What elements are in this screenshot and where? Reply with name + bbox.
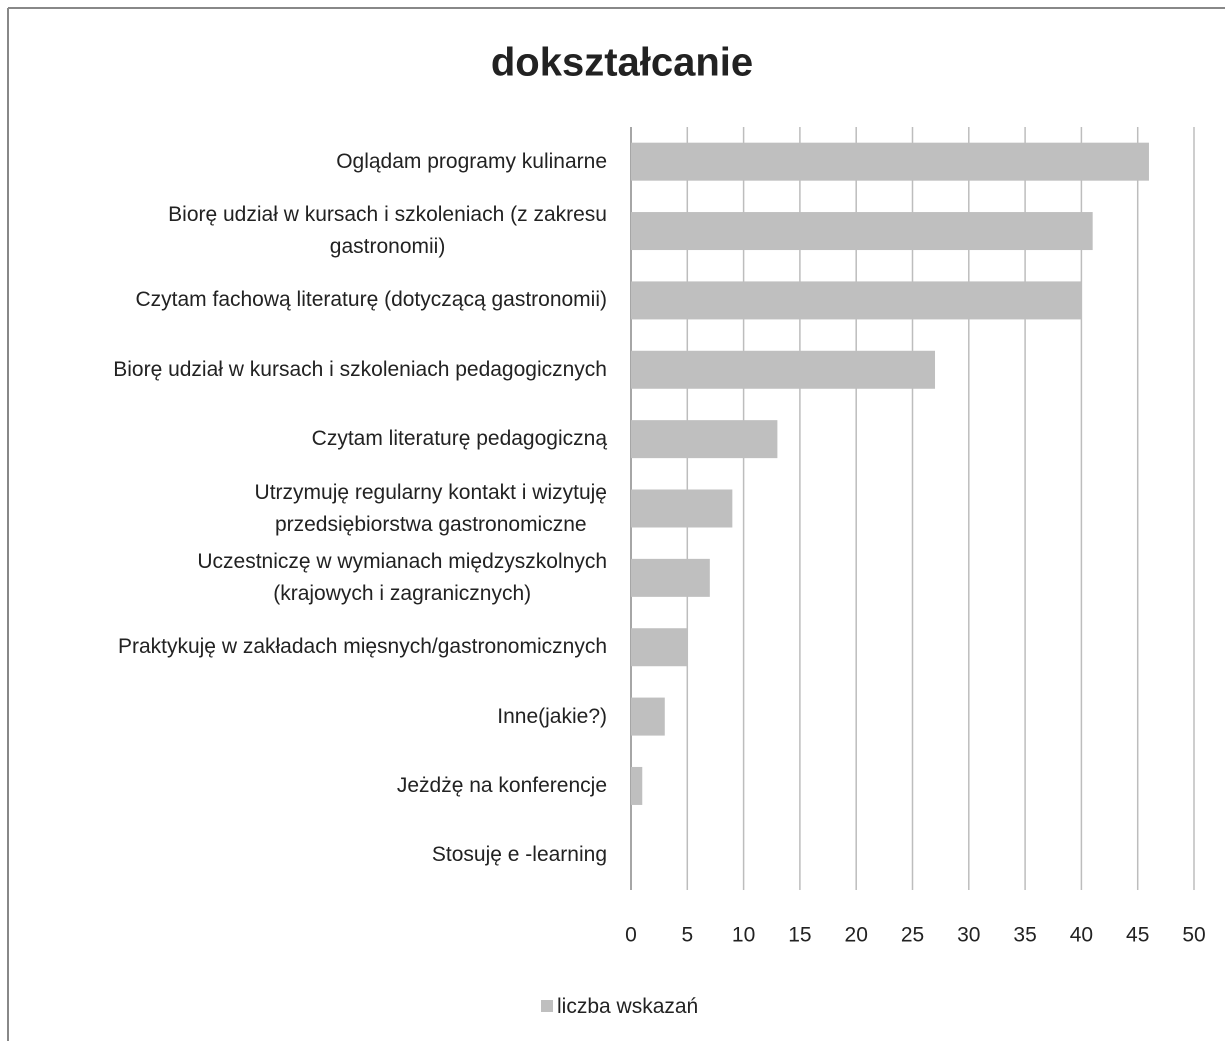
x-tick-label: 50 <box>1182 924 1205 947</box>
legend-swatch <box>541 1000 553 1012</box>
y-tick-label: Jeżdżę na konferencje <box>396 773 607 797</box>
y-tick-label: Praktykuję w zakładach mięsnych/gastrono… <box>117 635 607 659</box>
x-tick-label: 40 <box>1070 924 1093 947</box>
y-tick-label: Oglądam programy kulinarne <box>336 149 607 173</box>
y-tick-label: Utrzymuję regularny kontakt i wizytuję p… <box>254 480 607 536</box>
x-tick-label: 45 <box>1126 924 1149 947</box>
x-tick-label: 10 <box>732 924 755 947</box>
bar <box>631 420 778 459</box>
bar <box>631 766 643 805</box>
bar <box>631 697 665 736</box>
y-tick-label: Czytam fachową literaturę (dotyczącą gas… <box>135 288 607 312</box>
x-tick-label: 35 <box>1013 924 1036 947</box>
bar <box>631 212 1093 251</box>
bar <box>631 558 710 597</box>
y-tick-label: Inne(jakie?) <box>497 704 607 728</box>
x-tick-label: 20 <box>845 924 868 947</box>
y-tick-label: Biorę udział w kursach i szkoleniach ped… <box>113 357 607 381</box>
chart-title: dokształcanie <box>491 41 753 85</box>
bar <box>631 628 688 667</box>
x-tick-label: 25 <box>901 924 924 947</box>
bar <box>631 281 1082 320</box>
y-tick-label: Stosuję e -learning <box>431 843 607 867</box>
x-tick-label: 15 <box>788 924 811 947</box>
y-tick-label: Uczestniczę w wymianach międzyszkolnych … <box>197 549 607 605</box>
bar <box>631 142 1149 181</box>
bar <box>631 489 733 528</box>
bar <box>631 350 936 389</box>
x-tick-label: 5 <box>681 924 693 947</box>
x-tick-label: 30 <box>957 924 980 947</box>
x-tick-label: 0 <box>625 924 637 947</box>
legend-label: liczba wskazań <box>557 995 699 1018</box>
y-tick-label: Biorę udział w kursach i szkoleniach (z … <box>168 203 607 259</box>
y-tick-label: Czytam literaturę pedagogiczną <box>311 427 607 451</box>
